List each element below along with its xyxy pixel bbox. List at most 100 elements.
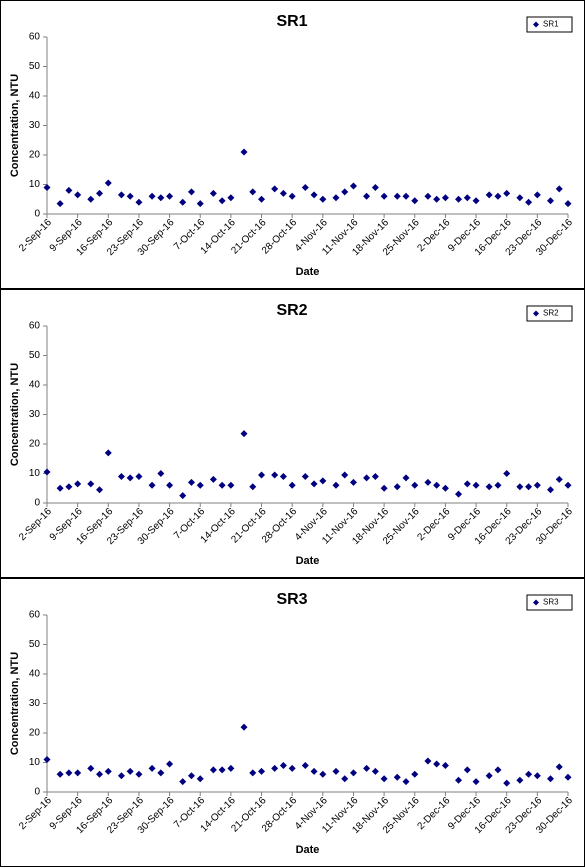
y-tick-label: 30: [29, 120, 41, 131]
data-point: [441, 194, 449, 202]
chart-title: SR1: [276, 13, 307, 30]
data-point: [258, 767, 266, 775]
y-tick-label: 20: [29, 728, 41, 739]
data-point: [126, 767, 134, 775]
data-point: [341, 471, 349, 479]
data-point: [332, 481, 340, 489]
legend-label: SR2: [543, 309, 559, 318]
y-tick-label: 40: [29, 91, 41, 102]
data-point: [503, 189, 511, 197]
data-point: [433, 760, 441, 768]
data-point: [279, 761, 287, 769]
data-point: [555, 475, 563, 483]
data-point: [494, 766, 502, 774]
y-tick-label: 0: [34, 787, 40, 798]
data-point: [546, 775, 554, 783]
data-point: [240, 723, 248, 731]
data-point: [56, 200, 64, 208]
data-point: [516, 194, 524, 202]
data-point: [402, 778, 410, 786]
data-point: [196, 775, 204, 783]
data-point: [271, 764, 279, 772]
data-point: [74, 191, 82, 199]
y-tick-label: 30: [29, 409, 41, 420]
data-point: [74, 769, 82, 777]
data-point: [472, 481, 480, 489]
data-point: [227, 481, 235, 489]
data-point: [179, 492, 187, 500]
data-point: [166, 760, 174, 768]
data-point: [301, 472, 309, 480]
data-point: [209, 189, 217, 197]
data-point: [564, 481, 572, 489]
data-point: [148, 481, 156, 489]
data-point: [455, 776, 463, 784]
x-axis-label: Date: [296, 555, 320, 567]
x-axis-label: Date: [296, 266, 320, 278]
data-point: [279, 472, 287, 480]
data-point: [288, 764, 296, 772]
data-point: [249, 769, 257, 777]
data-point: [240, 148, 248, 156]
data-point: [227, 194, 235, 202]
data-point: [380, 192, 388, 200]
data-point: [87, 764, 95, 772]
data-point: [240, 430, 248, 438]
data-point: [411, 481, 419, 489]
y-tick-label: 0: [34, 209, 40, 220]
data-point: [117, 472, 125, 480]
data-point: [126, 474, 134, 482]
data-point: [463, 480, 471, 488]
data-point: [288, 192, 296, 200]
data-point: [455, 195, 463, 203]
y-tick-label: 10: [29, 757, 41, 768]
y-tick-label: 40: [29, 669, 41, 680]
data-point: [157, 194, 165, 202]
data-point: [533, 191, 541, 199]
y-tick-label: 10: [29, 468, 41, 479]
y-tick-label: 50: [29, 350, 41, 361]
y-axis-label: Concentration, NTU: [9, 74, 21, 177]
data-point: [74, 480, 82, 488]
data-point: [546, 486, 554, 494]
data-point: [65, 769, 73, 777]
data-point: [533, 772, 541, 780]
data-point: [56, 484, 64, 492]
data-point: [441, 484, 449, 492]
data-point: [104, 179, 112, 187]
data-point: [393, 192, 401, 200]
data-point: [424, 478, 432, 486]
data-point: [135, 198, 143, 206]
legend-marker: [533, 599, 539, 606]
data-point: [349, 769, 357, 777]
data-point: [411, 197, 419, 205]
y-tick-label: 20: [29, 150, 41, 161]
data-point: [87, 195, 95, 203]
y-tick-label: 10: [29, 179, 41, 190]
legend-box: [526, 594, 573, 611]
data-point: [187, 772, 195, 780]
data-point: [555, 763, 563, 771]
data-point: [218, 766, 226, 774]
data-point: [494, 481, 502, 489]
data-point: [135, 770, 143, 778]
data-point: [96, 189, 104, 197]
data-point: [310, 480, 318, 488]
y-tick-label: 30: [29, 698, 41, 709]
data-point: [424, 192, 432, 200]
data-point: [319, 477, 327, 485]
data-point: [166, 481, 174, 489]
y-tick-label: 0: [34, 498, 40, 509]
chart-title: SR2: [276, 302, 307, 319]
legend-marker: [533, 21, 539, 28]
data-point: [363, 474, 371, 482]
data-point: [463, 766, 471, 774]
data-point: [371, 472, 379, 480]
data-point: [117, 191, 125, 199]
data-point: [349, 182, 357, 190]
data-point: [393, 483, 401, 491]
data-point: [503, 779, 511, 787]
y-tick-label: 60: [29, 32, 41, 43]
data-point: [43, 756, 51, 764]
